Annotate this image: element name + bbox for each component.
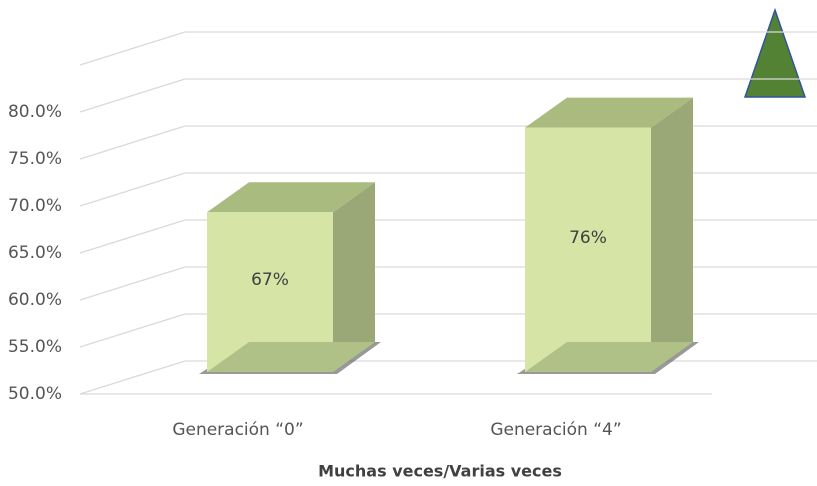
bar-side <box>651 97 693 372</box>
grid-line <box>79 219 817 254</box>
bar-top <box>525 97 693 128</box>
grid-line <box>79 31 817 66</box>
bar-base <box>525 342 693 372</box>
grid-line <box>79 172 817 207</box>
y-tick-label: 70.0% <box>8 196 62 216</box>
y-tick-label: 60.0% <box>8 290 62 310</box>
grid-line <box>79 360 817 395</box>
y-tick-label: 50.0% <box>8 384 62 404</box>
bar-top <box>207 182 375 213</box>
y-tick-label: 65.0% <box>8 243 62 263</box>
grid-line <box>79 125 817 160</box>
y-tick-label: 55.0% <box>8 337 62 357</box>
bar-side <box>333 182 375 372</box>
y-tick-label: 75.0% <box>8 149 62 169</box>
y-tick-label: 80.0% <box>8 102 62 122</box>
x-axis-title: Muchas veces/Varias veces <box>318 462 562 481</box>
bar-base <box>207 342 375 372</box>
x-tick-label: Generación “0” <box>172 420 303 440</box>
indicator-triangle <box>743 7 807 98</box>
data-label: 67% <box>251 270 289 290</box>
data-label: 76% <box>569 228 607 248</box>
grid-line <box>79 313 817 348</box>
grid-line <box>79 78 817 113</box>
grid-line <box>79 266 817 301</box>
bar <box>525 127 651 372</box>
x-tick-label: Generación “4” <box>490 420 621 440</box>
